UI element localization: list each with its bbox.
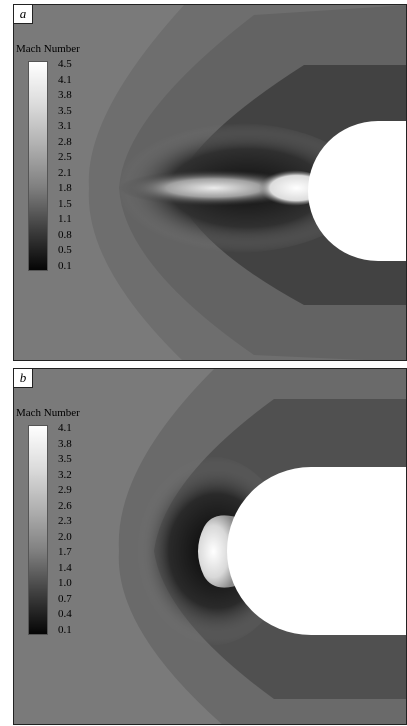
colorbar-title-b: Mach Number xyxy=(16,407,80,419)
colorbar-tick-label: 4.1 xyxy=(58,73,72,86)
colorbar-tick-label: 3.8 xyxy=(58,89,72,102)
panel-label-a: a xyxy=(14,5,33,24)
flow-field-a xyxy=(14,5,406,360)
colorbar-tick-label: 2.5 xyxy=(58,151,72,164)
panel-label-b: b xyxy=(14,369,33,388)
colorbar-tick-label: 1.4 xyxy=(58,561,72,574)
mach-contour-panel-a: a Mach Number 4.5 4.1 3.8 3.5 3.1 2.8 2.5 2.1 1.… xyxy=(13,4,407,361)
colorbar-tick-label: 3.2 xyxy=(58,468,72,481)
flow-field-b xyxy=(14,369,406,724)
colorbar-tick-label: 1.1 xyxy=(58,213,72,226)
colorbar-tick-label: 0.1 xyxy=(58,624,72,636)
colorbar-tick-label: 0.5 xyxy=(58,244,72,257)
colorbar-tick-label: 4.1 xyxy=(58,422,72,434)
colorbar-tick-label: 2.9 xyxy=(58,484,72,497)
colorbar-tick-label: 0.8 xyxy=(58,228,72,241)
colorbar-tick-label: 2.0 xyxy=(58,530,72,543)
colorbar-tick-label: 1.8 xyxy=(58,182,72,195)
colorbar-tick-label: 0.7 xyxy=(58,592,72,605)
colorbar-b xyxy=(28,425,48,635)
colorbar-tick-label: 1.0 xyxy=(58,577,72,590)
colorbar-tick-label: 0.1 xyxy=(58,260,72,272)
colorbar-tick-label: 1.5 xyxy=(58,197,72,210)
colorbar-title-a: Mach Number xyxy=(16,43,80,55)
colorbar-tick-label: 2.8 xyxy=(58,135,72,148)
colorbar-tick-label: 2.3 xyxy=(58,515,72,528)
colorbar-tick-label: 3.1 xyxy=(58,120,72,133)
colorbar-tick-label: 0.4 xyxy=(58,608,72,621)
colorbar-tick-label: 4.5 xyxy=(58,58,72,70)
colorbar-tick-label: 3.8 xyxy=(58,437,72,450)
colorbar-a xyxy=(28,61,48,271)
colorbar-tick-label: 2.6 xyxy=(58,499,72,512)
colorbar-tick-label: 3.5 xyxy=(58,104,72,117)
colorbar-tick-label: 3.5 xyxy=(58,453,72,466)
colorbar-tick-label: 2.1 xyxy=(58,166,72,179)
mach-contour-panel-b: b Mach Number 4.1 3.8 3.5 3.2 2.9 2.6 2.3 2.0 1.… xyxy=(13,368,407,725)
colorbar-tick-label: 1.7 xyxy=(58,546,72,559)
